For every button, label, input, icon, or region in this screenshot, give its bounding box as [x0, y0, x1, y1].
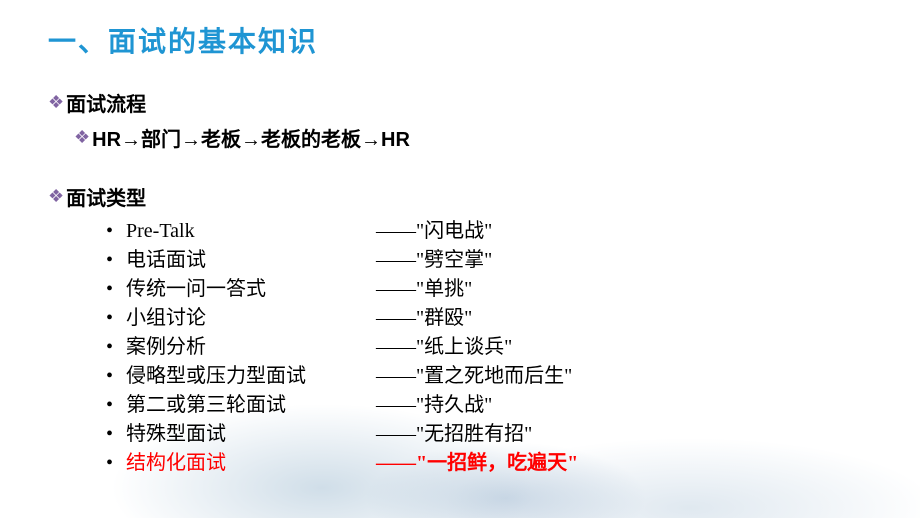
type-nickname: ——"无招胜有招"	[376, 420, 532, 449]
slide-title: 一、面试的基本知识	[48, 20, 872, 60]
type-name: 侵略型或压力型面试	[126, 362, 376, 391]
bullet-icon: •	[106, 333, 126, 362]
type-nickname: ——"置之死地而后生"	[376, 362, 572, 391]
type-name: 案例分析	[126, 333, 376, 362]
types-section-header: ❖ 面试类型	[48, 182, 872, 211]
type-nickname: ——"持久战"	[376, 391, 492, 420]
process-flow: HR→部门→老板→老板的老板→HR	[92, 123, 410, 152]
types-label: 面试类型	[66, 182, 146, 211]
type-nickname: ——"劈空掌"	[376, 246, 492, 275]
type-nickname: ——"一招鲜，吃遍天"	[376, 449, 578, 478]
type-nickname: ——"群殴"	[376, 304, 472, 333]
type-item: •结构化面试——"一招鲜，吃遍天"	[106, 449, 872, 478]
bullet-icon: •	[106, 362, 126, 391]
type-item: •侵略型或压力型面试——"置之死地而后生"	[106, 362, 872, 391]
diamond-bullet-icon: ❖	[48, 92, 64, 113]
bullet-icon: •	[106, 217, 126, 246]
type-name: 小组讨论	[126, 304, 376, 333]
type-name: 特殊型面试	[126, 420, 376, 449]
type-name: 第二或第三轮面试	[126, 391, 376, 420]
type-name: Pre-Talk	[126, 217, 376, 246]
bullet-icon: •	[106, 304, 126, 333]
diamond-bullet-icon: ❖	[48, 186, 64, 207]
bullet-icon: •	[106, 449, 126, 478]
process-section-header: ❖ 面试流程	[48, 88, 872, 117]
type-item: •电话面试——"劈空掌"	[106, 246, 872, 275]
type-item: •Pre-Talk——"闪电战"	[106, 217, 872, 246]
process-flow-row: ❖ HR→部门→老板→老板的老板→HR	[74, 123, 872, 152]
type-name: 结构化面试	[126, 449, 376, 478]
slide-content: 一、面试的基本知识 ❖ 面试流程 ❖ HR→部门→老板→老板的老板→HR ❖ 面…	[0, 0, 920, 498]
bullet-icon: •	[106, 275, 126, 304]
type-name: 电话面试	[126, 246, 376, 275]
type-item: •特殊型面试——"无招胜有招"	[106, 420, 872, 449]
type-item: •传统一问一答式——"单挑"	[106, 275, 872, 304]
bullet-icon: •	[106, 246, 126, 275]
bullet-icon: •	[106, 420, 126, 449]
type-name: 传统一问一答式	[126, 275, 376, 304]
type-item: •第二或第三轮面试——"持久战"	[106, 391, 872, 420]
type-item: •案例分析——"纸上谈兵"	[106, 333, 872, 362]
type-nickname: ——"纸上谈兵"	[376, 333, 512, 362]
types-list: •Pre-Talk——"闪电战"•电话面试——"劈空掌"•传统一问一答式——"单…	[106, 217, 872, 478]
type-item: •小组讨论——"群殴"	[106, 304, 872, 333]
type-nickname: ——"单挑"	[376, 275, 472, 304]
type-nickname: ——"闪电战"	[376, 217, 492, 246]
process-label: 面试流程	[66, 88, 146, 117]
diamond-bullet-icon: ❖	[74, 127, 90, 148]
bullet-icon: •	[106, 391, 126, 420]
